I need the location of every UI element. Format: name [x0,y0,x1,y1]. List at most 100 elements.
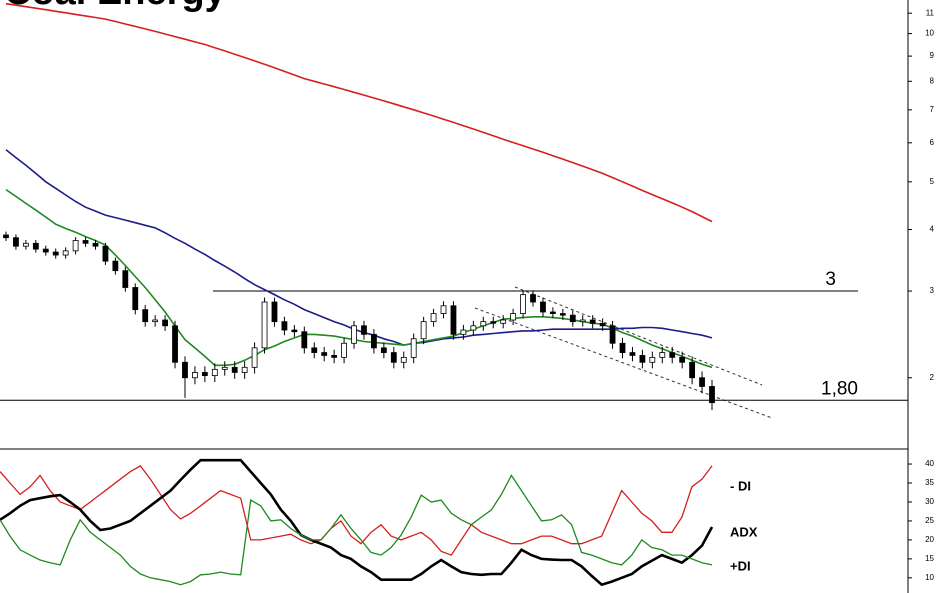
y-tick-label: 35 [925,478,934,487]
candle-body [3,234,9,239]
candle-body [679,356,686,363]
candle-body [92,242,99,247]
candle-body [291,329,298,333]
candle-body [321,352,328,356]
candle-body [231,366,238,373]
candle-body [112,260,119,272]
candle-body [42,248,49,253]
candle-body [490,321,497,324]
candle-body [211,368,218,377]
candle-body [311,347,318,353]
y-tick-label: 7 [930,105,935,114]
y-tick-label: 5 [930,177,935,186]
candle-body [440,305,447,314]
y-tick-label: 25 [925,516,934,525]
candle-body [341,342,347,358]
series-line [5,149,713,346]
candle-body [331,355,338,358]
y-tick-label: 20 [925,535,934,544]
y-tick-label: 8 [930,76,935,85]
candle-body [559,313,566,316]
candle-body [669,352,676,358]
candle-body [192,372,198,379]
trend-line [514,286,763,386]
y-tick-label: 10 [925,29,934,38]
candle-body [420,321,427,340]
y-tick-label: 9 [930,51,935,60]
candle-body [480,321,487,327]
candle-body [609,325,616,344]
candle-body [142,309,149,323]
y-tick-label: 11 [926,8,935,17]
candle-body [500,319,507,324]
candle-body [82,240,89,244]
candle-body [689,361,696,379]
candle-body [390,352,397,363]
candle-body [619,342,626,353]
candle-body [520,294,526,314]
candle-body [410,338,417,358]
candle-body [361,325,367,335]
y-tick-label: 2 [930,373,935,382]
candle-body [629,352,636,356]
candle-body [281,321,288,331]
candle-body [132,287,139,311]
candle-body [430,313,437,323]
chart-title: Coal Energy [4,0,226,13]
candle-body [62,250,69,256]
candle-body [172,325,178,363]
candle-body [221,366,228,370]
legend-label: - DI [730,478,751,493]
trend-line [474,307,773,419]
candle-body [460,329,467,335]
candle-body [13,237,19,247]
candle-body [599,322,606,327]
candle-body [241,366,248,373]
y-tick-label: 10 [925,573,934,582]
candle-body [162,319,168,327]
y-tick-label: 30 [925,497,934,506]
candle-body [709,386,715,404]
candle-body [639,355,646,363]
series-line [5,2,713,223]
y-tick-label: 3 [930,286,935,295]
candle-body [182,361,188,379]
level-label: 3 [825,269,836,290]
candle-body [450,305,457,335]
candle-body [201,372,208,377]
legend-label: +DI [730,558,751,573]
candle-body [380,347,387,353]
candle-body [530,294,536,303]
y-tick-label: 40 [925,459,934,468]
candle-body [301,331,308,349]
candle-body [510,313,517,321]
series-line [0,474,713,586]
candle-body [251,347,258,368]
candle-body [699,377,705,387]
candle-body [550,311,556,314]
candle-body [649,356,656,363]
candle-body [102,245,109,262]
y-tick-label: 6 [930,138,935,147]
series-line [0,458,714,587]
candle-body [271,301,278,323]
candle-body [351,325,357,344]
candle-body [589,319,596,324]
candle-body [470,325,477,331]
candle-body [540,301,546,313]
candle-body [371,333,377,349]
candle-body [32,242,39,250]
candle-body [400,356,407,363]
candle-body [152,319,159,323]
level-label: 1,80 [821,378,858,399]
legend-label: ADX [730,524,758,539]
candle-body [569,314,576,323]
candle-body [52,251,59,256]
candle-body [22,242,29,247]
candle-body [72,240,79,252]
candle-body [122,270,129,288]
candle-body [579,319,586,323]
y-tick-label: 4 [930,225,935,234]
candle-body [261,301,268,349]
